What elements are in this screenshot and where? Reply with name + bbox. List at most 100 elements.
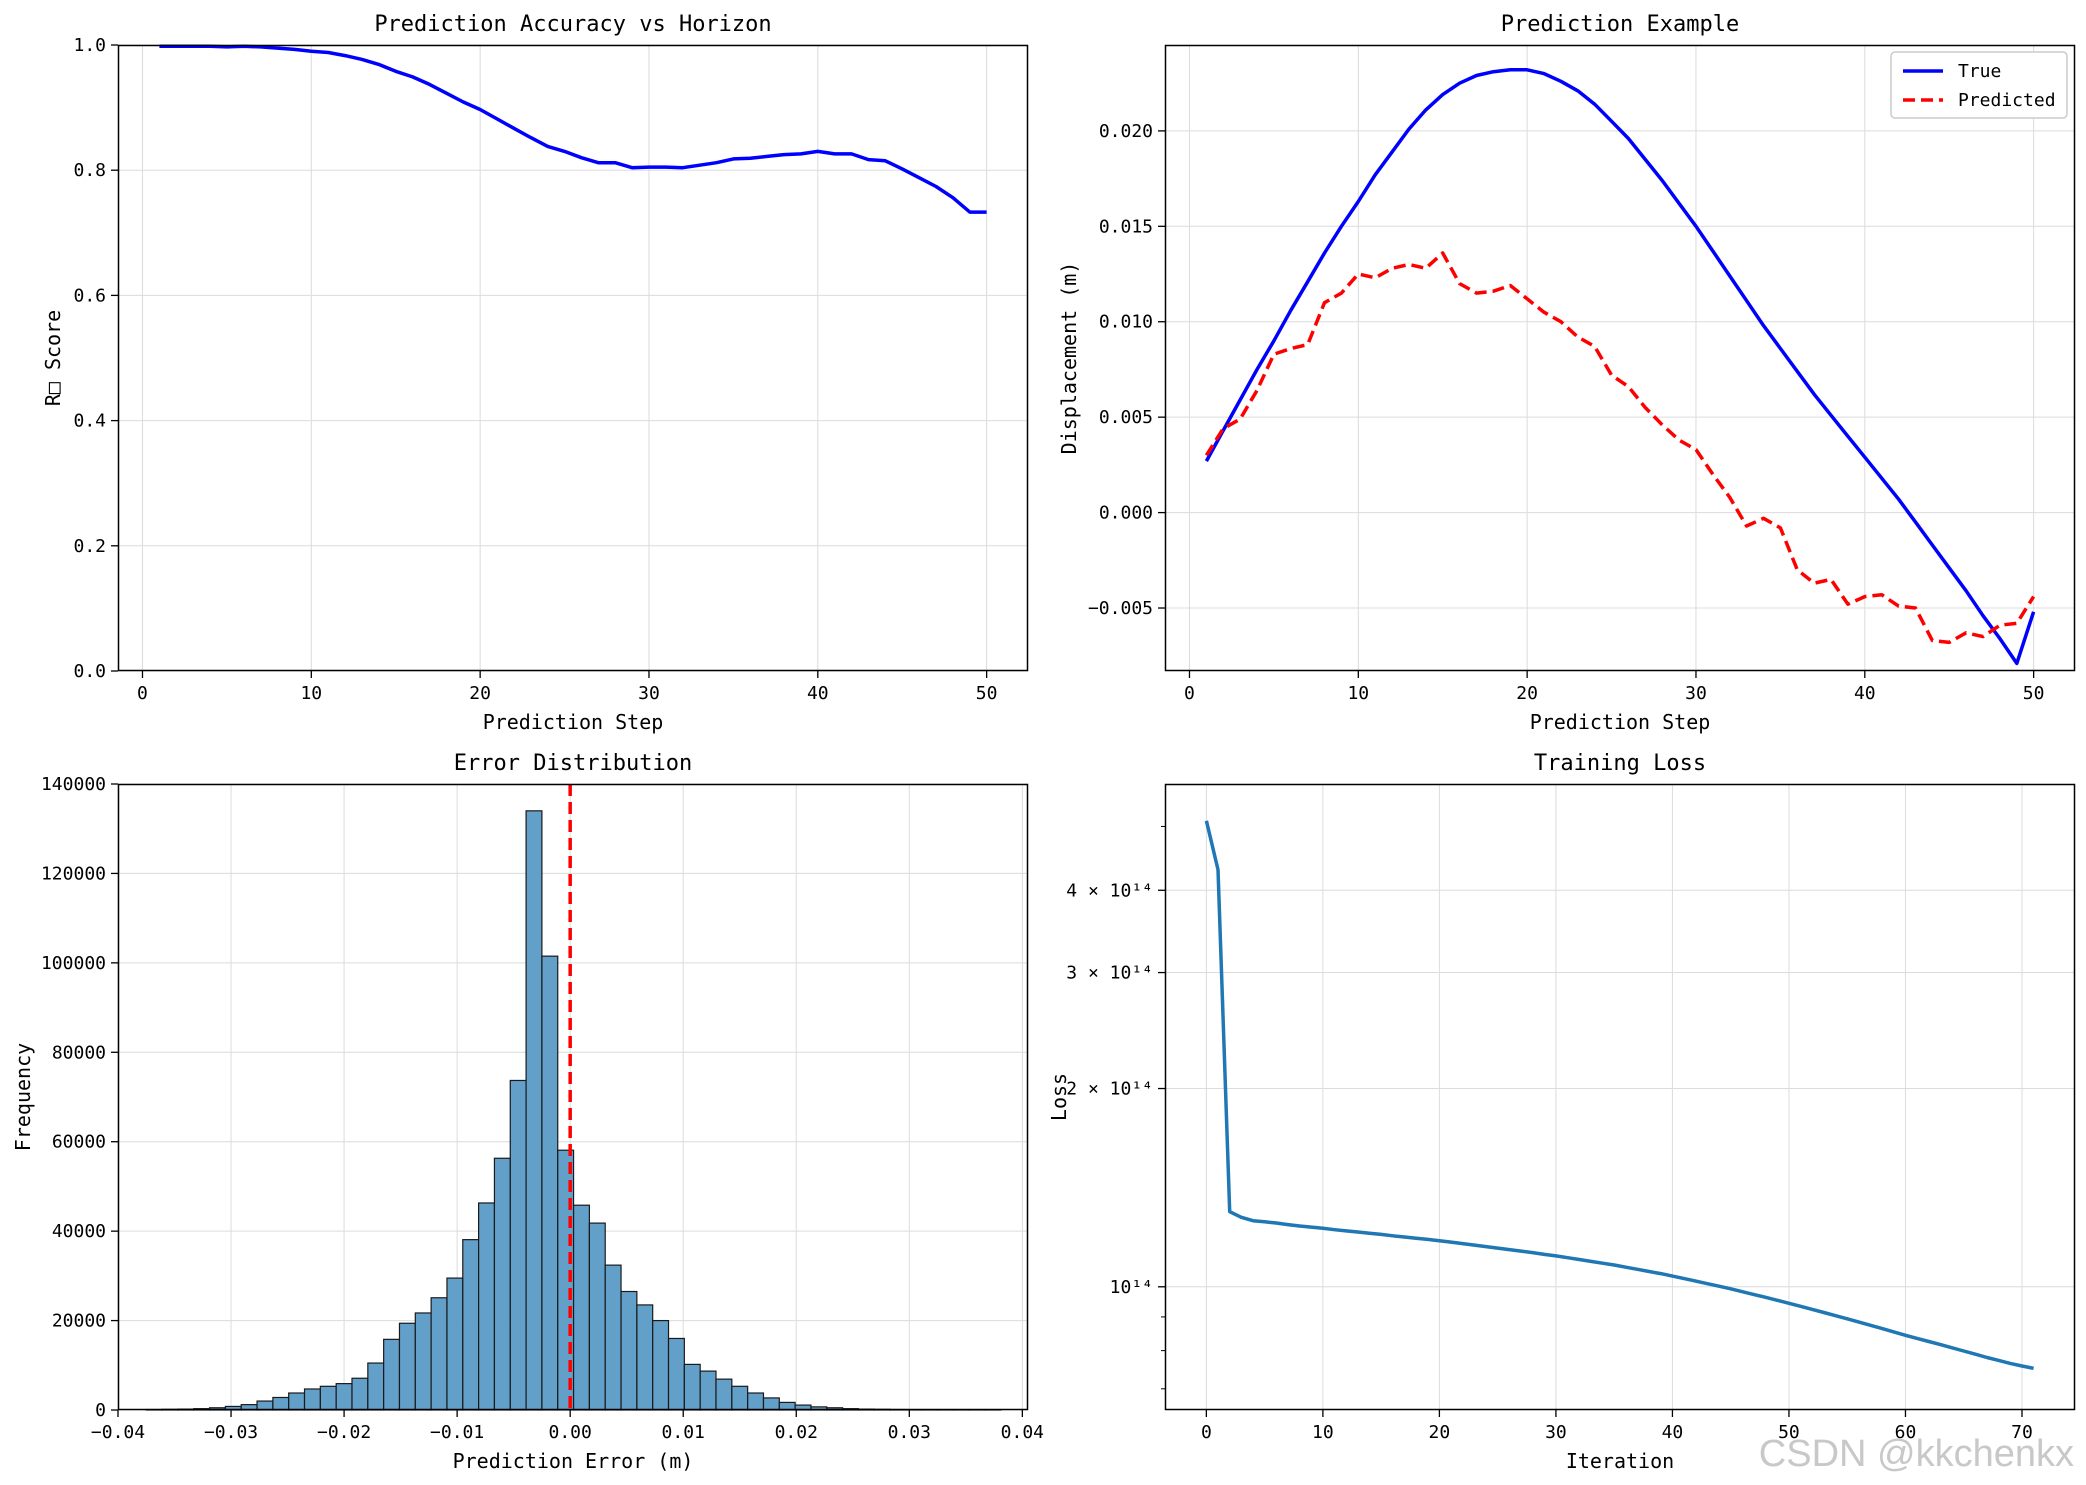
histogram-plot-frame (117, 783, 1029, 1411)
example-x-tick-label: 20 (1516, 683, 1538, 704)
histogram-x-tick-label: 0.02 (775, 1422, 818, 1443)
histogram-bar (509, 1079, 527, 1411)
histogram-x-axis-label: Prediction Error (m) (453, 1449, 694, 1473)
legend-true-label: True (1958, 61, 2001, 82)
accuracy-x-tick-label: 40 (807, 683, 829, 704)
example-series-line-0 (1204, 68, 2036, 666)
example-y-tick-label: 0.010 (1099, 312, 1153, 333)
loss-x-axis-label: Iteration (1566, 1449, 1674, 1473)
loss-x-tick-label: 40 (1662, 1422, 1684, 1443)
loss-x-tick-label: 50 (1778, 1422, 1800, 1443)
loss-plot-frame (1164, 783, 2076, 1411)
example-series-line-1 (1204, 251, 2036, 645)
histogram-chart-title: Error Distribution (454, 751, 692, 776)
histogram-x-tick-label: −0.03 (204, 1422, 258, 1443)
histogram-bar (572, 1204, 590, 1411)
example-x-tick-label: 0 (1184, 683, 1195, 704)
histogram-bar (588, 1222, 606, 1411)
example-x-tick-label: 50 (2023, 683, 2045, 704)
histogram-bar (367, 1362, 385, 1411)
accuracy-y-tick-label: 0.2 (73, 536, 106, 557)
histogram-x-tick-label: 0.03 (888, 1422, 931, 1443)
histogram-x-tick-label: −0.04 (91, 1422, 145, 1443)
histogram-bar (667, 1337, 685, 1411)
histogram-bar (620, 1290, 638, 1411)
histogram-y-tick-label: 80000 (52, 1042, 106, 1063)
loss-x-tick-label: 0 (1201, 1422, 1212, 1443)
accuracy-y-tick-label: 0.4 (73, 411, 106, 432)
histogram-bar (351, 1377, 369, 1411)
histogram-bar (731, 1385, 749, 1411)
accuracy-plot-frame (117, 44, 1029, 672)
histogram-bar (383, 1338, 401, 1411)
loss-x-tick-label: 20 (1429, 1422, 1451, 1443)
loss-y-tick-label: 2 × 10¹⁴ (1066, 1079, 1153, 1100)
accuracy-y-tick-label: 0.8 (73, 160, 106, 181)
histogram-y-tick-label: 140000 (41, 774, 106, 795)
accuracy-x-tick-label: 30 (638, 683, 660, 704)
histogram-bar (683, 1363, 701, 1411)
histogram-x-tick-label: 0.01 (662, 1422, 705, 1443)
example-y-tick-label: −0.005 (1088, 598, 1153, 619)
histogram-y-tick-label: 20000 (52, 1311, 106, 1332)
accuracy-y-tick-label: 0.6 (73, 285, 106, 306)
histogram-y-tick-label: 120000 (41, 863, 106, 884)
histogram-y-tick-label: 40000 (52, 1221, 106, 1242)
accuracy-y-tick-label: 0.0 (73, 661, 106, 682)
histogram-bar (414, 1312, 432, 1411)
example-chart-title: Prediction Example (1501, 12, 1739, 37)
loss-x-tick-label: 10 (1312, 1422, 1334, 1443)
legend-predicted-label: Predicted (1958, 90, 2056, 111)
example-y-tick-label: 0.005 (1099, 407, 1153, 428)
accuracy-x-tick-label: 50 (976, 683, 998, 704)
histogram-bar (493, 1157, 511, 1411)
histogram-bar (398, 1322, 416, 1411)
example-y-axis-label: Displacement (m) (1057, 262, 1081, 455)
accuracy-x-tick-label: 0 (137, 683, 148, 704)
histogram-x-tick-label: 0.04 (1001, 1422, 1044, 1443)
histogram-y-tick-label: 60000 (52, 1132, 106, 1153)
histogram-x-tick-label: 0.00 (548, 1422, 591, 1443)
histogram-bar (288, 1392, 306, 1411)
histogram-bar (525, 810, 543, 1411)
accuracy-panel: Prediction Accuracy vs Horizon 0 10 20 30 40… (41, 12, 1029, 734)
accuracy-y-tick-label: 1.0 (73, 35, 106, 56)
example-y-tick-label: 0.020 (1099, 121, 1153, 142)
histogram-y-tick-label: 100000 (41, 953, 106, 974)
histogram-x-tick-label: −0.01 (430, 1422, 484, 1443)
loss-x-tick-label: 70 (2011, 1422, 2033, 1443)
example-x-tick-label: 40 (1854, 683, 1876, 704)
legend-box (1890, 51, 2068, 119)
histogram-bar (319, 1385, 337, 1411)
loss-y-axis-label: Loss (1047, 1073, 1071, 1121)
accuracy-series-line-0 (159, 44, 987, 214)
example-x-tick-label: 10 (1347, 683, 1369, 704)
histogram-bar (699, 1370, 717, 1411)
histogram-bar (604, 1264, 622, 1411)
loss-y-tick-label: 3 × 10¹⁴ (1066, 963, 1153, 984)
loss-y-tick-label: 10¹⁴ (1110, 1277, 1153, 1298)
histogram-x-tick-label: −0.02 (317, 1422, 371, 1443)
watermark: CSDN @kkchenkx (1759, 1433, 2074, 1475)
error-histogram-panel: Error Distribution −0.04 −0.03 −0.02 −0.01 0… (11, 751, 1044, 1473)
loss-y-tick-label: 4 × 10¹⁴ (1066, 880, 1153, 901)
loss-series-line-0 (1204, 820, 2034, 1371)
example-y-tick-label: 0.000 (1099, 503, 1153, 524)
histogram-bar (303, 1388, 321, 1411)
example-plot-frame (1164, 44, 2076, 672)
loss-x-tick-label: 60 (1895, 1422, 1917, 1443)
histogram-bar (272, 1396, 290, 1411)
accuracy-x-tick-label: 20 (469, 683, 491, 704)
histogram-bar (446, 1277, 464, 1411)
histogram-bar (478, 1202, 496, 1411)
histogram-bar (762, 1397, 780, 1411)
histogram-bar (256, 1400, 274, 1411)
example-x-axis-label: Prediction Step (1530, 710, 1711, 734)
example-y-tick-label: 0.015 (1099, 216, 1153, 237)
example-x-tick-label: 30 (1685, 683, 1707, 704)
histogram-bar (541, 955, 559, 1411)
histogram-bar (335, 1383, 353, 1411)
histogram-bar (462, 1239, 480, 1411)
example-legend: True Predicted (1890, 51, 2068, 119)
